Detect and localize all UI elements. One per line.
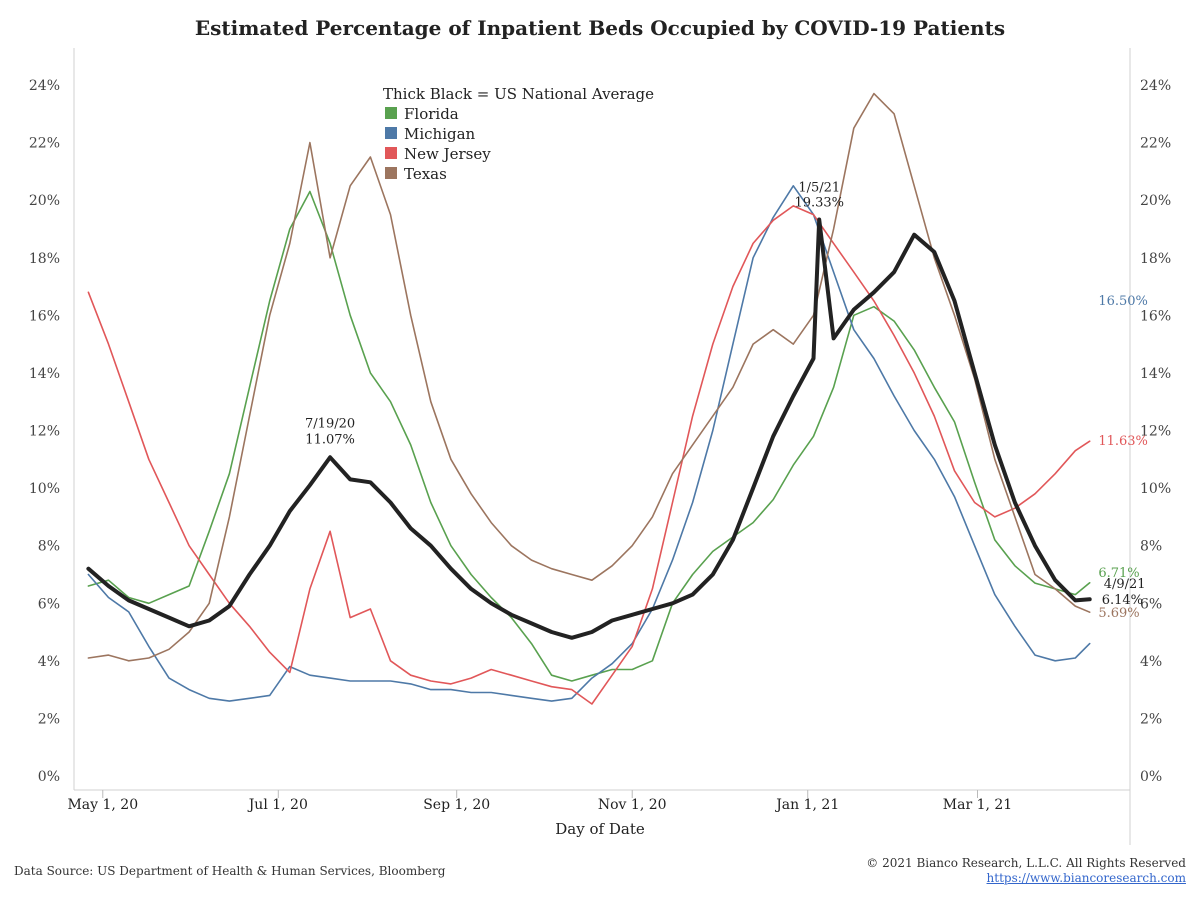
end-labels: 16.50% 11.63% 6.71% 5.69%: [1098, 294, 1148, 621]
series-line-us-national-average: [86, 217, 1092, 640]
annotation-date: 7/19/20: [305, 416, 355, 431]
y-tick-label-left: 2%: [38, 711, 60, 727]
y-tick-label-right: 20%: [1140, 193, 1171, 209]
y-tick-label-left: 0%: [38, 769, 60, 785]
legend: Thick Black = US National Average Florida…: [383, 85, 654, 183]
copyright-block: © 2021 Bianco Research, L.L.C. All Right…: [866, 856, 1186, 886]
legend-title: Thick Black = US National Average: [383, 85, 654, 103]
y-tick-label-right: 8%: [1140, 539, 1162, 555]
legend-swatch: [385, 147, 397, 159]
y-tick-label-left: 18%: [29, 251, 60, 267]
chart-frame: [73, 48, 1131, 845]
y-tick-label-right: 4%: [1140, 654, 1162, 670]
annotation-value: 19.33%: [794, 195, 844, 210]
annotation-value: 6.14%: [1102, 593, 1143, 608]
y-tick-label-left: 22%: [29, 136, 60, 152]
annotation-date: 4/9/21: [1104, 577, 1146, 592]
y-tick-label-right: 22%: [1140, 136, 1171, 152]
y-tick-label-right: 16%: [1140, 308, 1171, 324]
y-tick-label-left: 16%: [29, 308, 60, 324]
y-tick-label-right: 24%: [1140, 78, 1171, 94]
x-axis-label: Day of Date: [555, 820, 645, 838]
legend-item-label: Michigan: [404, 125, 476, 143]
end-label-texas: 5.69%: [1098, 606, 1139, 621]
x-tick-label: May 1, 20: [67, 797, 138, 813]
legend-item-label: New Jersey: [404, 145, 491, 163]
y-tick-label-left: 14%: [29, 366, 60, 382]
y-axis-right: 0% 2% 4% 6% 8% 10% 12% 14% 16% 18% 20% 22% 24%: [1140, 78, 1171, 785]
copyright-text: © 2021 Bianco Research, L.L.C. All Right…: [866, 856, 1186, 870]
x-tick-label: Sep 1, 20: [423, 797, 490, 813]
y-tick-label-left: 12%: [29, 424, 60, 440]
legend-item-label: Florida: [404, 105, 459, 123]
legend-swatch: [385, 167, 397, 179]
legend-swatch: [385, 127, 397, 139]
y-tick-label-right: 14%: [1140, 366, 1171, 382]
legend-item-label: Texas: [404, 165, 447, 183]
y-tick-label-left: 10%: [29, 481, 60, 497]
y-axis-left: 0% 2% 4% 6% 8% 10% 12% 14% 16% 18% 20% 22% 24%: [29, 78, 60, 785]
y-tick-label-left: 4%: [38, 654, 60, 670]
series-lines: [86, 92, 1092, 705]
series-line-new-jersey: [87, 205, 1091, 705]
y-tick-label-right: 10%: [1140, 481, 1171, 497]
x-tick-label: Mar 1, 21: [943, 797, 1012, 813]
x-axis: May 1, 20 Jul 1, 20 Sep 1, 20 Nov 1, 20 Jan …: [67, 790, 1012, 813]
series-line-florida: [87, 190, 1091, 682]
data-source: Data Source: US Department of Health & H…: [14, 864, 446, 878]
y-tick-label-right: 6%: [1140, 596, 1162, 612]
series-line-texas: [87, 92, 1091, 662]
annotation-date: 1/5/21: [798, 180, 840, 195]
y-tick-label-right: 2%: [1140, 711, 1162, 727]
annotation-value: 11.07%: [305, 432, 355, 447]
end-label-new-jersey: 11.63%: [1098, 434, 1148, 449]
y-tick-label-right: 18%: [1140, 251, 1171, 267]
y-tick-label-right: 12%: [1140, 424, 1171, 440]
legend-swatch: [385, 107, 397, 119]
website-link[interactable]: https://www.biancoresearch.com: [986, 871, 1186, 885]
y-tick-label-left: 20%: [29, 193, 60, 209]
y-tick-label-left: 8%: [38, 539, 60, 555]
chart-title: Estimated Percentage of Inpatient Beds O…: [194, 16, 1006, 40]
series-line-michigan: [87, 185, 1091, 702]
x-tick-label: Jul 1, 20: [247, 797, 308, 813]
end-label-florida: 6.71%: [1098, 566, 1139, 581]
y-tick-label-left: 6%: [38, 596, 60, 612]
x-tick-label: Jan 1, 21: [774, 797, 839, 813]
x-tick-label: Nov 1, 20: [598, 797, 667, 813]
y-tick-label-left: 24%: [29, 78, 60, 94]
y-tick-label-right: 0%: [1140, 769, 1162, 785]
end-label-michigan: 16.50%: [1098, 294, 1148, 309]
